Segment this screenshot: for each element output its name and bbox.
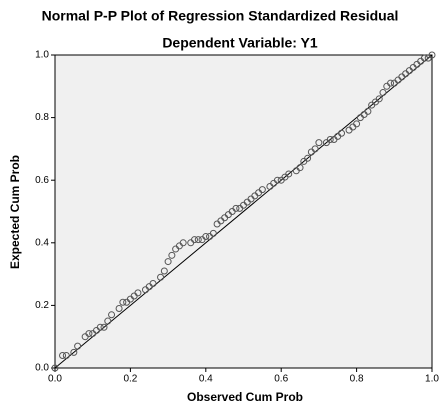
y-tick-label: 1.0 bbox=[35, 50, 49, 61]
point bbox=[85, 330, 93, 338]
point bbox=[311, 145, 319, 153]
point bbox=[209, 229, 217, 237]
chart-subtitle: Dependent Variable: Y1 bbox=[162, 35, 318, 51]
point bbox=[134, 289, 142, 297]
point bbox=[273, 176, 281, 184]
point bbox=[364, 107, 372, 115]
point bbox=[315, 139, 323, 147]
point bbox=[326, 136, 334, 144]
x-tick-label: 0.0 bbox=[48, 374, 62, 385]
point bbox=[258, 186, 266, 194]
point bbox=[379, 89, 387, 97]
y-tick-label: 0.4 bbox=[35, 237, 49, 248]
x-tick-label: 0.4 bbox=[199, 374, 213, 385]
point bbox=[70, 348, 78, 356]
x-tick-label: 0.8 bbox=[350, 374, 364, 385]
point bbox=[149, 279, 157, 287]
point bbox=[194, 236, 202, 244]
x-axis-title: Observed Cum Prob bbox=[187, 390, 303, 404]
chart-title: Normal P-P Plot of Regression Standardiz… bbox=[42, 8, 399, 24]
point bbox=[428, 51, 436, 59]
point bbox=[375, 95, 383, 103]
x-tick-label: 0.2 bbox=[123, 374, 137, 385]
x-tick-label: 0.6 bbox=[274, 374, 288, 385]
point bbox=[108, 311, 116, 319]
y-tick-label: 0.0 bbox=[35, 363, 49, 374]
point bbox=[304, 154, 312, 162]
point bbox=[168, 251, 176, 259]
point bbox=[104, 317, 112, 325]
y-tick-label: 0.2 bbox=[35, 300, 49, 311]
point bbox=[100, 323, 108, 331]
point bbox=[62, 351, 70, 359]
point bbox=[202, 233, 210, 241]
point bbox=[353, 120, 361, 128]
point bbox=[420, 54, 428, 62]
x-tick-label: 1.0 bbox=[425, 374, 439, 385]
point bbox=[115, 305, 123, 313]
point bbox=[74, 342, 82, 350]
point bbox=[96, 323, 104, 331]
point bbox=[296, 164, 304, 172]
y-axis-title: Expected Cum Prob bbox=[8, 155, 22, 269]
point bbox=[285, 170, 293, 178]
point bbox=[387, 79, 395, 87]
point bbox=[51, 364, 59, 372]
point bbox=[190, 236, 198, 244]
point bbox=[232, 204, 240, 212]
point bbox=[338, 129, 346, 137]
point bbox=[179, 239, 187, 247]
point bbox=[119, 298, 127, 306]
point bbox=[59, 351, 67, 359]
point bbox=[164, 258, 172, 266]
y-tick-label: 0.6 bbox=[35, 175, 49, 186]
point bbox=[157, 273, 165, 281]
point bbox=[160, 267, 168, 275]
y-tick-label: 0.8 bbox=[35, 112, 49, 123]
